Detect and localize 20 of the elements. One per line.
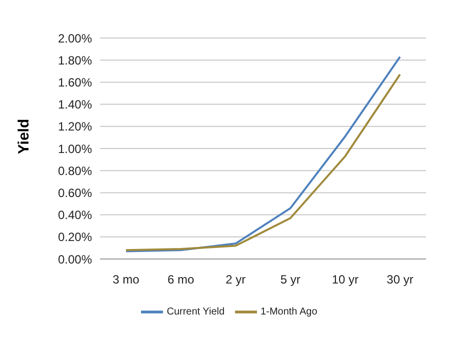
y-tick-label: 0.80% bbox=[58, 164, 92, 178]
x-tick-label: 5 yr bbox=[280, 272, 300, 287]
x-tick-label: 6 mo bbox=[167, 272, 194, 287]
y-tick-label: 1.40% bbox=[58, 98, 92, 112]
x-tick-label: 30 yr bbox=[386, 272, 414, 287]
y-tick-label: 0.20% bbox=[58, 230, 92, 244]
y-axis-title: Yield bbox=[16, 118, 32, 156]
y-tick-label: 0.60% bbox=[58, 186, 92, 200]
x-tick-label: 3 mo bbox=[112, 272, 140, 287]
y-tick-label: 1.20% bbox=[58, 120, 92, 134]
x-tick-label: 10 yr bbox=[332, 272, 359, 287]
y-tick-label: 1.60% bbox=[58, 75, 92, 90]
y-tick-label: 1.80% bbox=[58, 53, 92, 68]
y-tick-label: 0.00% bbox=[58, 252, 92, 266]
legend-label: 1-Month Ago bbox=[260, 306, 318, 318]
x-tick-label: 2 yr bbox=[226, 272, 246, 287]
y-tick-label: 1.00% bbox=[58, 142, 92, 156]
legend-label: Current Yield bbox=[166, 306, 225, 318]
y-tick-label: 2.00% bbox=[58, 31, 92, 46]
y-tick-label: 0.40% bbox=[58, 208, 92, 222]
